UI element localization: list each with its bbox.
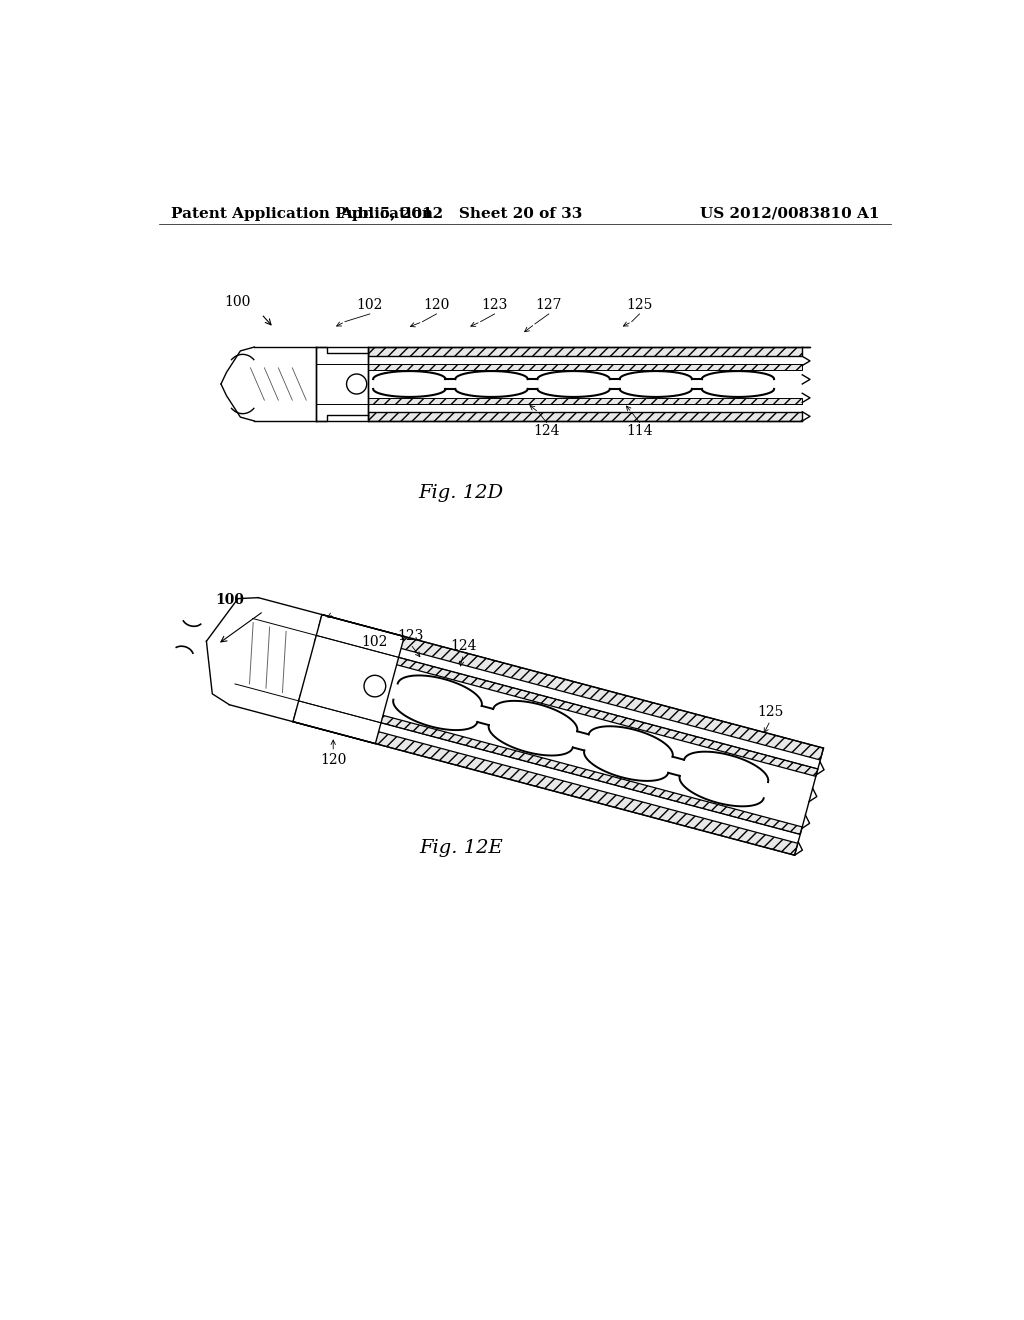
Circle shape (346, 374, 367, 395)
Text: 123: 123 (481, 298, 508, 313)
Text: 125: 125 (757, 705, 783, 719)
Bar (369, 364, 802, 370)
Text: 120: 120 (423, 298, 450, 313)
Polygon shape (318, 615, 823, 760)
Bar (369, 356, 802, 364)
Text: US 2012/0083810 A1: US 2012/0083810 A1 (700, 207, 880, 220)
Text: Patent Application Publication: Patent Application Publication (171, 207, 432, 220)
Text: 102: 102 (361, 635, 388, 649)
Polygon shape (293, 710, 798, 855)
Circle shape (364, 676, 386, 697)
Bar (369, 397, 802, 404)
Text: 120: 120 (321, 754, 346, 767)
Text: 100: 100 (215, 593, 244, 607)
Text: 123: 123 (397, 628, 424, 643)
Polygon shape (299, 693, 802, 834)
Bar (315, 347, 369, 421)
Polygon shape (301, 643, 816, 826)
Text: Fig. 12D: Fig. 12D (419, 484, 504, 503)
Text: 114: 114 (627, 424, 653, 438)
Bar (369, 412, 802, 421)
Text: 124: 124 (534, 424, 560, 438)
Polygon shape (293, 615, 404, 743)
Text: Fig. 12E: Fig. 12E (420, 838, 503, 857)
Text: 125: 125 (627, 298, 652, 313)
Bar (369, 347, 802, 356)
Polygon shape (316, 627, 820, 770)
Text: 102: 102 (356, 298, 383, 313)
Polygon shape (296, 701, 800, 843)
Text: Apr. 5, 2012   Sheet 20 of 33: Apr. 5, 2012 Sheet 20 of 33 (340, 207, 583, 220)
Text: 127: 127 (536, 298, 562, 313)
Bar (369, 404, 802, 412)
Text: 100: 100 (224, 296, 251, 309)
Polygon shape (314, 635, 818, 776)
Text: 124: 124 (451, 639, 476, 652)
Bar (369, 370, 802, 397)
